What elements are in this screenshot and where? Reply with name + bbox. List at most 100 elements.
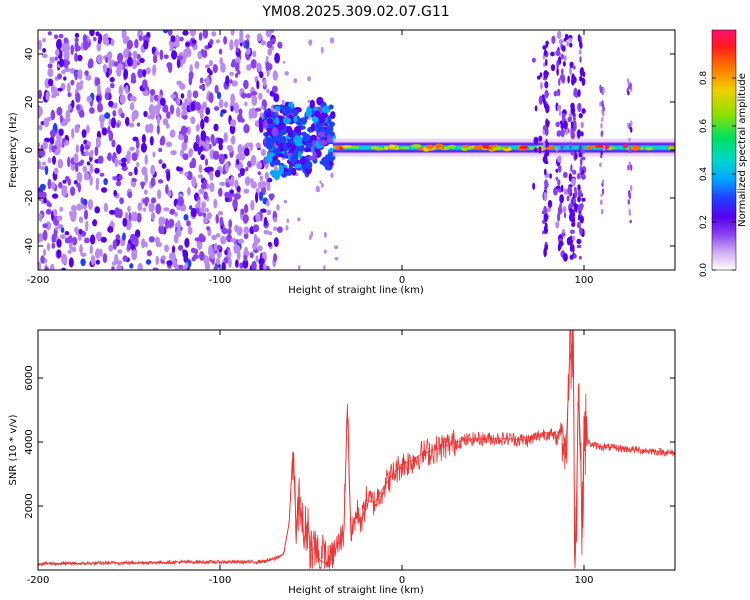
heatmap-cell	[628, 192, 632, 200]
heatmap-cell	[204, 167, 211, 173]
heatmap-cell	[545, 138, 548, 148]
heatmap-cell	[230, 237, 237, 243]
heatmap-cell	[144, 172, 148, 184]
heatmap-cell	[239, 262, 244, 269]
heatmap-cell	[260, 105, 265, 109]
heatmap-cell	[118, 174, 123, 181]
heatmap-cell	[64, 59, 69, 65]
heatmap-cell	[197, 212, 203, 217]
heatmap-cell	[170, 35, 176, 43]
heatmap-cell	[144, 154, 148, 166]
heatmap-cell	[248, 109, 253, 120]
heatmap-cell	[96, 84, 101, 95]
heatmap-cell	[200, 130, 207, 142]
heatmap-cell	[179, 83, 186, 90]
heatmap-cell	[217, 211, 224, 216]
heatmap-cell	[136, 122, 141, 127]
heatmap-cell	[42, 161, 46, 166]
heatmap-cell	[150, 212, 156, 221]
heatmap-cell	[291, 167, 297, 176]
heatmap-cell	[95, 77, 101, 87]
heatmap-cell	[96, 42, 102, 52]
heatmap-cell	[183, 134, 189, 144]
heatmap-cell	[71, 209, 77, 219]
heatmap-cell	[167, 30, 173, 36]
heatmap-cell	[446, 145, 450, 150]
heatmap-cell	[282, 60, 286, 64]
heatmap-cell	[542, 124, 548, 131]
heatmap-cell	[53, 34, 59, 39]
heatmap-cell	[578, 255, 582, 260]
heatmap-cell	[266, 200, 270, 207]
heatmap-cell	[243, 232, 249, 240]
heatmap-cell	[74, 41, 79, 53]
heatmap-cell	[211, 31, 217, 37]
heatmap-cell	[187, 126, 191, 135]
heatmap-cell	[538, 95, 543, 106]
heatmap-cell	[246, 64, 252, 71]
heatmap-cell	[544, 152, 547, 162]
heatmap-cell	[111, 139, 116, 148]
heatmap-cell	[38, 213, 43, 219]
heatmap-cell	[218, 99, 224, 109]
heatmap-cell	[212, 64, 218, 73]
heatmap-cell	[131, 58, 138, 70]
heatmap-cell	[199, 77, 204, 84]
heatmap-cell	[242, 214, 249, 224]
spectrogram-y-axis-label: Frequency (Hz)	[8, 112, 19, 188]
heatmap-cell	[271, 38, 276, 43]
heatmap-cell	[130, 72, 136, 83]
heatmap-cell	[229, 71, 235, 76]
heatmap-cell	[243, 79, 249, 90]
heatmap-cell	[577, 184, 581, 191]
heatmap-cell	[224, 191, 231, 198]
heatmap-cell	[411, 144, 422, 149]
heatmap-cell	[251, 91, 258, 96]
heatmap-cell	[53, 167, 59, 175]
heatmap-cell	[273, 166, 278, 172]
heatmap-cell	[269, 193, 274, 201]
heatmap-cell	[81, 129, 87, 138]
heatmap-cell	[556, 88, 561, 97]
heatmap-cell	[229, 39, 234, 50]
heatmap-cell	[283, 200, 288, 204]
heatmap-cell	[158, 147, 163, 153]
heatmap-cell	[181, 110, 188, 116]
heatmap-cell	[213, 198, 218, 209]
heatmap-cell	[217, 137, 222, 144]
heatmap-cell	[601, 179, 605, 184]
heatmap-cell	[98, 114, 106, 124]
y-tick-label: 40	[24, 48, 35, 61]
heatmap-cell	[50, 109, 56, 121]
heatmap-cell	[160, 255, 167, 260]
heatmap-cell	[228, 257, 232, 268]
heatmap-cell	[176, 58, 181, 69]
heatmap-cell	[267, 152, 275, 158]
heatmap-cell	[70, 186, 76, 196]
heatmap-cell	[229, 79, 233, 84]
heatmap-cell	[125, 85, 129, 95]
heatmap-cell	[529, 146, 534, 150]
heatmap-cell	[44, 137, 51, 143]
heatmap-cell	[265, 30, 272, 38]
heatmap-cell	[308, 156, 316, 161]
heatmap-cell	[74, 124, 80, 134]
heatmap-cell	[109, 77, 115, 83]
heatmap-cell	[66, 82, 71, 93]
heatmap-cell	[38, 106, 43, 117]
y-tick-label: 20	[24, 96, 35, 109]
heatmap-cell	[561, 112, 566, 121]
heatmap-cell	[271, 127, 279, 137]
heatmap-cell	[586, 145, 592, 151]
heatmap-cell	[97, 155, 104, 164]
heatmap-cell	[544, 92, 550, 97]
heatmap-cell	[120, 112, 125, 119]
heatmap-cell	[462, 144, 470, 148]
heatmap-cell	[76, 183, 80, 188]
heatmap-cell	[570, 105, 576, 115]
heatmap-cell	[555, 221, 560, 229]
heatmap-cell	[191, 39, 197, 44]
heatmap-cell	[328, 104, 334, 110]
heatmap-cell	[293, 115, 298, 123]
heatmap-cell	[68, 235, 73, 244]
